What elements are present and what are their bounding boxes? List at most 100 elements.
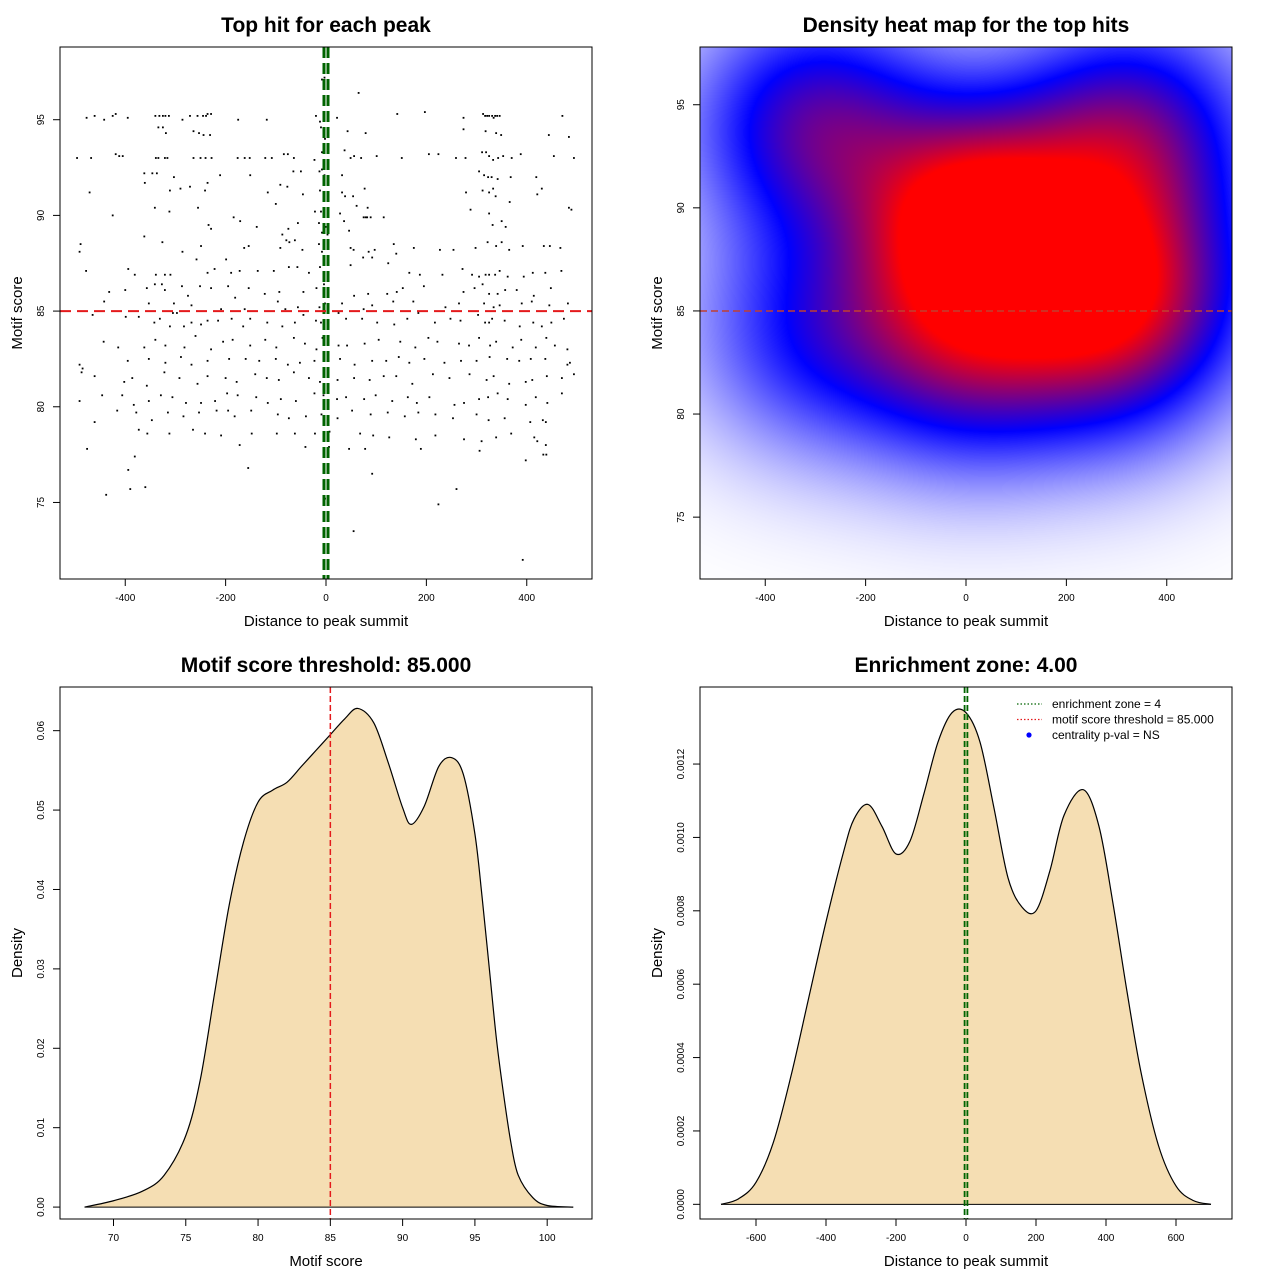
data-point: [314, 210, 316, 213]
data-point: [521, 558, 524, 561]
data-point: [321, 250, 323, 253]
data-point: [206, 359, 209, 362]
x-tick-label: 0: [963, 1233, 969, 1244]
data-point: [161, 241, 164, 244]
data-point: [492, 187, 495, 190]
data-point: [481, 283, 484, 286]
data-point: [215, 409, 218, 412]
data-point: [160, 283, 163, 286]
data-point: [336, 116, 338, 119]
data-point: [353, 377, 356, 379]
data-point: [553, 344, 556, 347]
data-point: [183, 325, 185, 328]
y-tick-label: 0.00: [36, 1197, 47, 1217]
data-point: [154, 273, 157, 276]
data-point: [198, 411, 200, 414]
data-point: [247, 245, 250, 247]
data-point: [371, 472, 374, 475]
data-point: [566, 348, 569, 351]
data-point: [315, 319, 317, 322]
data-point: [256, 269, 259, 272]
data-point: [182, 415, 185, 418]
data-point: [265, 118, 268, 121]
data-point: [373, 248, 376, 251]
data-point: [176, 312, 178, 314]
data-point: [349, 264, 352, 267]
data-point: [487, 419, 490, 422]
y-tick-label: 0.0006: [676, 968, 687, 999]
data-point: [123, 380, 126, 383]
data-point: [164, 361, 167, 364]
data-point: [187, 294, 189, 297]
data-point: [292, 371, 295, 374]
data-point: [481, 151, 483, 154]
data-point: [278, 291, 281, 293]
data-point: [343, 220, 345, 223]
data-point: [484, 273, 487, 276]
data-point: [364, 447, 367, 450]
data-point: [169, 325, 171, 328]
density-area: [721, 709, 1211, 1205]
data-point: [386, 411, 389, 414]
data-point: [217, 319, 219, 322]
data-point: [181, 250, 184, 253]
data-point: [465, 191, 467, 194]
data-point: [460, 359, 462, 362]
data-point: [282, 153, 285, 156]
data-point: [529, 358, 532, 360]
data-point: [427, 336, 430, 339]
data-point: [500, 134, 503, 136]
data-point: [154, 114, 157, 117]
x-tick-label: 200: [1058, 593, 1075, 604]
data-point: [367, 292, 370, 295]
data-point: [484, 114, 486, 117]
data-point: [366, 206, 369, 209]
data-point: [452, 248, 455, 251]
data-point: [503, 417, 506, 420]
data-point: [434, 434, 437, 437]
data-point: [78, 400, 81, 402]
data-point: [204, 189, 206, 192]
data-point: [488, 356, 491, 358]
x-tick-label: 100: [539, 1233, 556, 1244]
data-point: [277, 379, 280, 381]
data-point: [105, 493, 108, 496]
data-point: [202, 114, 204, 117]
data-point: [568, 206, 570, 209]
data-point: [492, 306, 495, 309]
x-tick-label: -200: [886, 1233, 906, 1244]
data-point: [131, 377, 134, 379]
data-point: [422, 285, 425, 288]
data-point: [247, 467, 250, 469]
data-point: [210, 157, 213, 159]
data-point: [496, 114, 499, 117]
data-point: [552, 155, 555, 157]
data-point: [428, 396, 431, 399]
data-point: [419, 447, 422, 450]
heatmap-image: [700, 47, 1232, 579]
data-point: [360, 157, 363, 159]
data-point: [495, 340, 498, 343]
data-point: [362, 216, 365, 219]
data-point: [132, 403, 135, 406]
data-point: [336, 379, 339, 381]
data-point: [560, 269, 563, 272]
data-point: [502, 155, 505, 157]
data-point: [468, 344, 470, 347]
data-point: [481, 189, 484, 192]
data-point: [90, 157, 93, 159]
data-point: [286, 153, 289, 156]
data-point: [362, 256, 365, 259]
data-point: [319, 380, 321, 383]
data-point: [281, 325, 284, 328]
data-point: [449, 317, 452, 320]
y-tick-label: 0.0000: [676, 1189, 687, 1220]
data-point: [263, 292, 266, 295]
data-point: [192, 157, 195, 159]
data-point: [455, 488, 458, 490]
data-point: [292, 170, 295, 173]
data-point: [436, 340, 439, 343]
data-point: [210, 287, 212, 290]
data-point: [541, 419, 544, 422]
data-point: [249, 174, 252, 177]
